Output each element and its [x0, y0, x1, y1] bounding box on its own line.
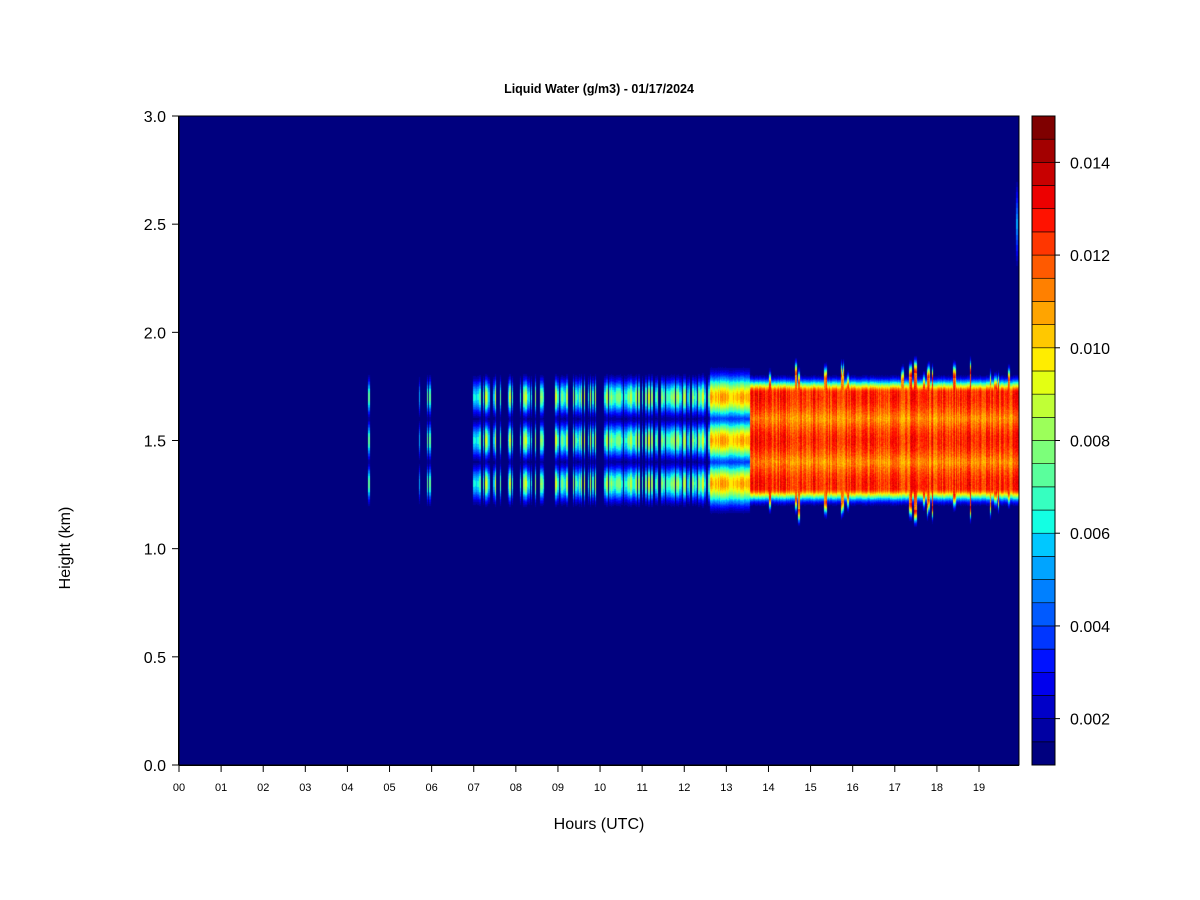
colorbar-tick-label: 0.006: [1070, 526, 1110, 543]
y-tick-label: 1.0: [144, 542, 166, 559]
colorbar-swatch: [1031, 231, 1056, 256]
colorbar-swatch: [1031, 115, 1056, 140]
colorbar-swatch: [1031, 185, 1056, 210]
x-tick-label: 00: [173, 782, 185, 794]
colorbar-swatch: [1031, 208, 1056, 233]
x-tick-label: 17: [889, 782, 901, 794]
colorbar-swatch: [1031, 486, 1056, 511]
y-tick-label: 2.0: [144, 325, 166, 342]
colorbar-swatch: [1031, 417, 1056, 441]
colorbar-swatch: [1031, 463, 1056, 488]
colorbar-swatch: [1031, 509, 1056, 534]
colorbar-tick-label: 0.014: [1070, 155, 1110, 172]
colorbar-swatch: [1031, 695, 1056, 719]
colorbar-swatch: [1031, 370, 1056, 395]
x-tick-label: 03: [299, 782, 311, 794]
colorbar-swatch: [1031, 556, 1056, 580]
colorbar-swatch: [1031, 393, 1056, 418]
colorbar-swatch: [1031, 347, 1056, 372]
x-tick-label: 08: [510, 782, 522, 794]
y-tick-label: 1.5: [144, 434, 166, 451]
colorbar-tick-label: 0.002: [1070, 712, 1110, 729]
x-tick-label: 12: [678, 782, 690, 794]
colorbar-swatch: [1031, 138, 1056, 163]
colorbar-swatch: [1031, 324, 1056, 349]
x-tick-label: 01: [215, 782, 227, 794]
y-tick-label: 3.0: [144, 109, 166, 126]
colorbar-swatch: [1031, 277, 1056, 302]
x-axis-label: Hours (UTC): [554, 816, 645, 833]
colorbar-swatch: [1031, 671, 1056, 696]
colorbar-swatch: [1031, 648, 1056, 673]
x-axis: 00 01 02 03 04 05 06 07 08 09 10 11 12 13 14 15 16 17 18 19: [173, 765, 1019, 794]
x-tick-label: 05: [383, 782, 395, 794]
colorbar-swatch: [1031, 440, 1056, 464]
y-tick-label: 0.5: [144, 650, 166, 667]
colorbar-swatch: [1031, 602, 1056, 627]
heatmap-plot-area: [178, 115, 1020, 766]
colorbar-swatch: [1031, 254, 1056, 279]
colorbar: 0.002 0.004 0.006 0.008 0.010 0.012 0.014: [1031, 115, 1110, 766]
x-tick-label: 07: [468, 782, 480, 794]
colorbar-tick-label: 0.012: [1070, 248, 1110, 265]
y-tick-label: 2.5: [144, 217, 166, 234]
x-tick-label: 14: [762, 782, 774, 794]
colorbar-swatch: [1031, 532, 1056, 557]
x-tick-label: 13: [720, 782, 732, 794]
colorbar-swatch: [1031, 625, 1056, 650]
x-tick-label: 16: [847, 782, 859, 794]
x-tick-label: 18: [931, 782, 943, 794]
chart-title: Liquid Water (g/m3) - 01/17/2024: [504, 82, 694, 96]
colorbar-tick-label: 0.004: [1070, 619, 1110, 636]
colorbar-swatch: [1031, 301, 1056, 325]
y-axis-label: Height (km): [57, 507, 74, 590]
colorbar-swatch: [1031, 718, 1056, 743]
y-tick-label: 0.0: [144, 758, 166, 775]
colorbar-swatch: [1031, 741, 1056, 766]
colorbar-swatch: [1031, 162, 1056, 186]
x-tick-label: 11: [636, 782, 647, 794]
x-tick-label: 06: [426, 782, 438, 794]
x-tick-label: 09: [552, 782, 564, 794]
x-tick-label: 19: [973, 782, 985, 794]
colorbar-tick-label: 0.010: [1070, 341, 1110, 358]
x-tick-label: 02: [257, 782, 269, 794]
x-tick-label: 04: [341, 782, 353, 794]
x-tick-label: 15: [804, 782, 816, 794]
colorbar-swatch: [1031, 579, 1056, 604]
y-axis: 0.0 0.5 1.0 1.5 2.0 2.5 3.0: [144, 109, 179, 775]
x-tick-label: 10: [594, 782, 606, 794]
heatmap-image: [179, 116, 1019, 765]
colorbar-tick-label: 0.008: [1070, 434, 1110, 451]
